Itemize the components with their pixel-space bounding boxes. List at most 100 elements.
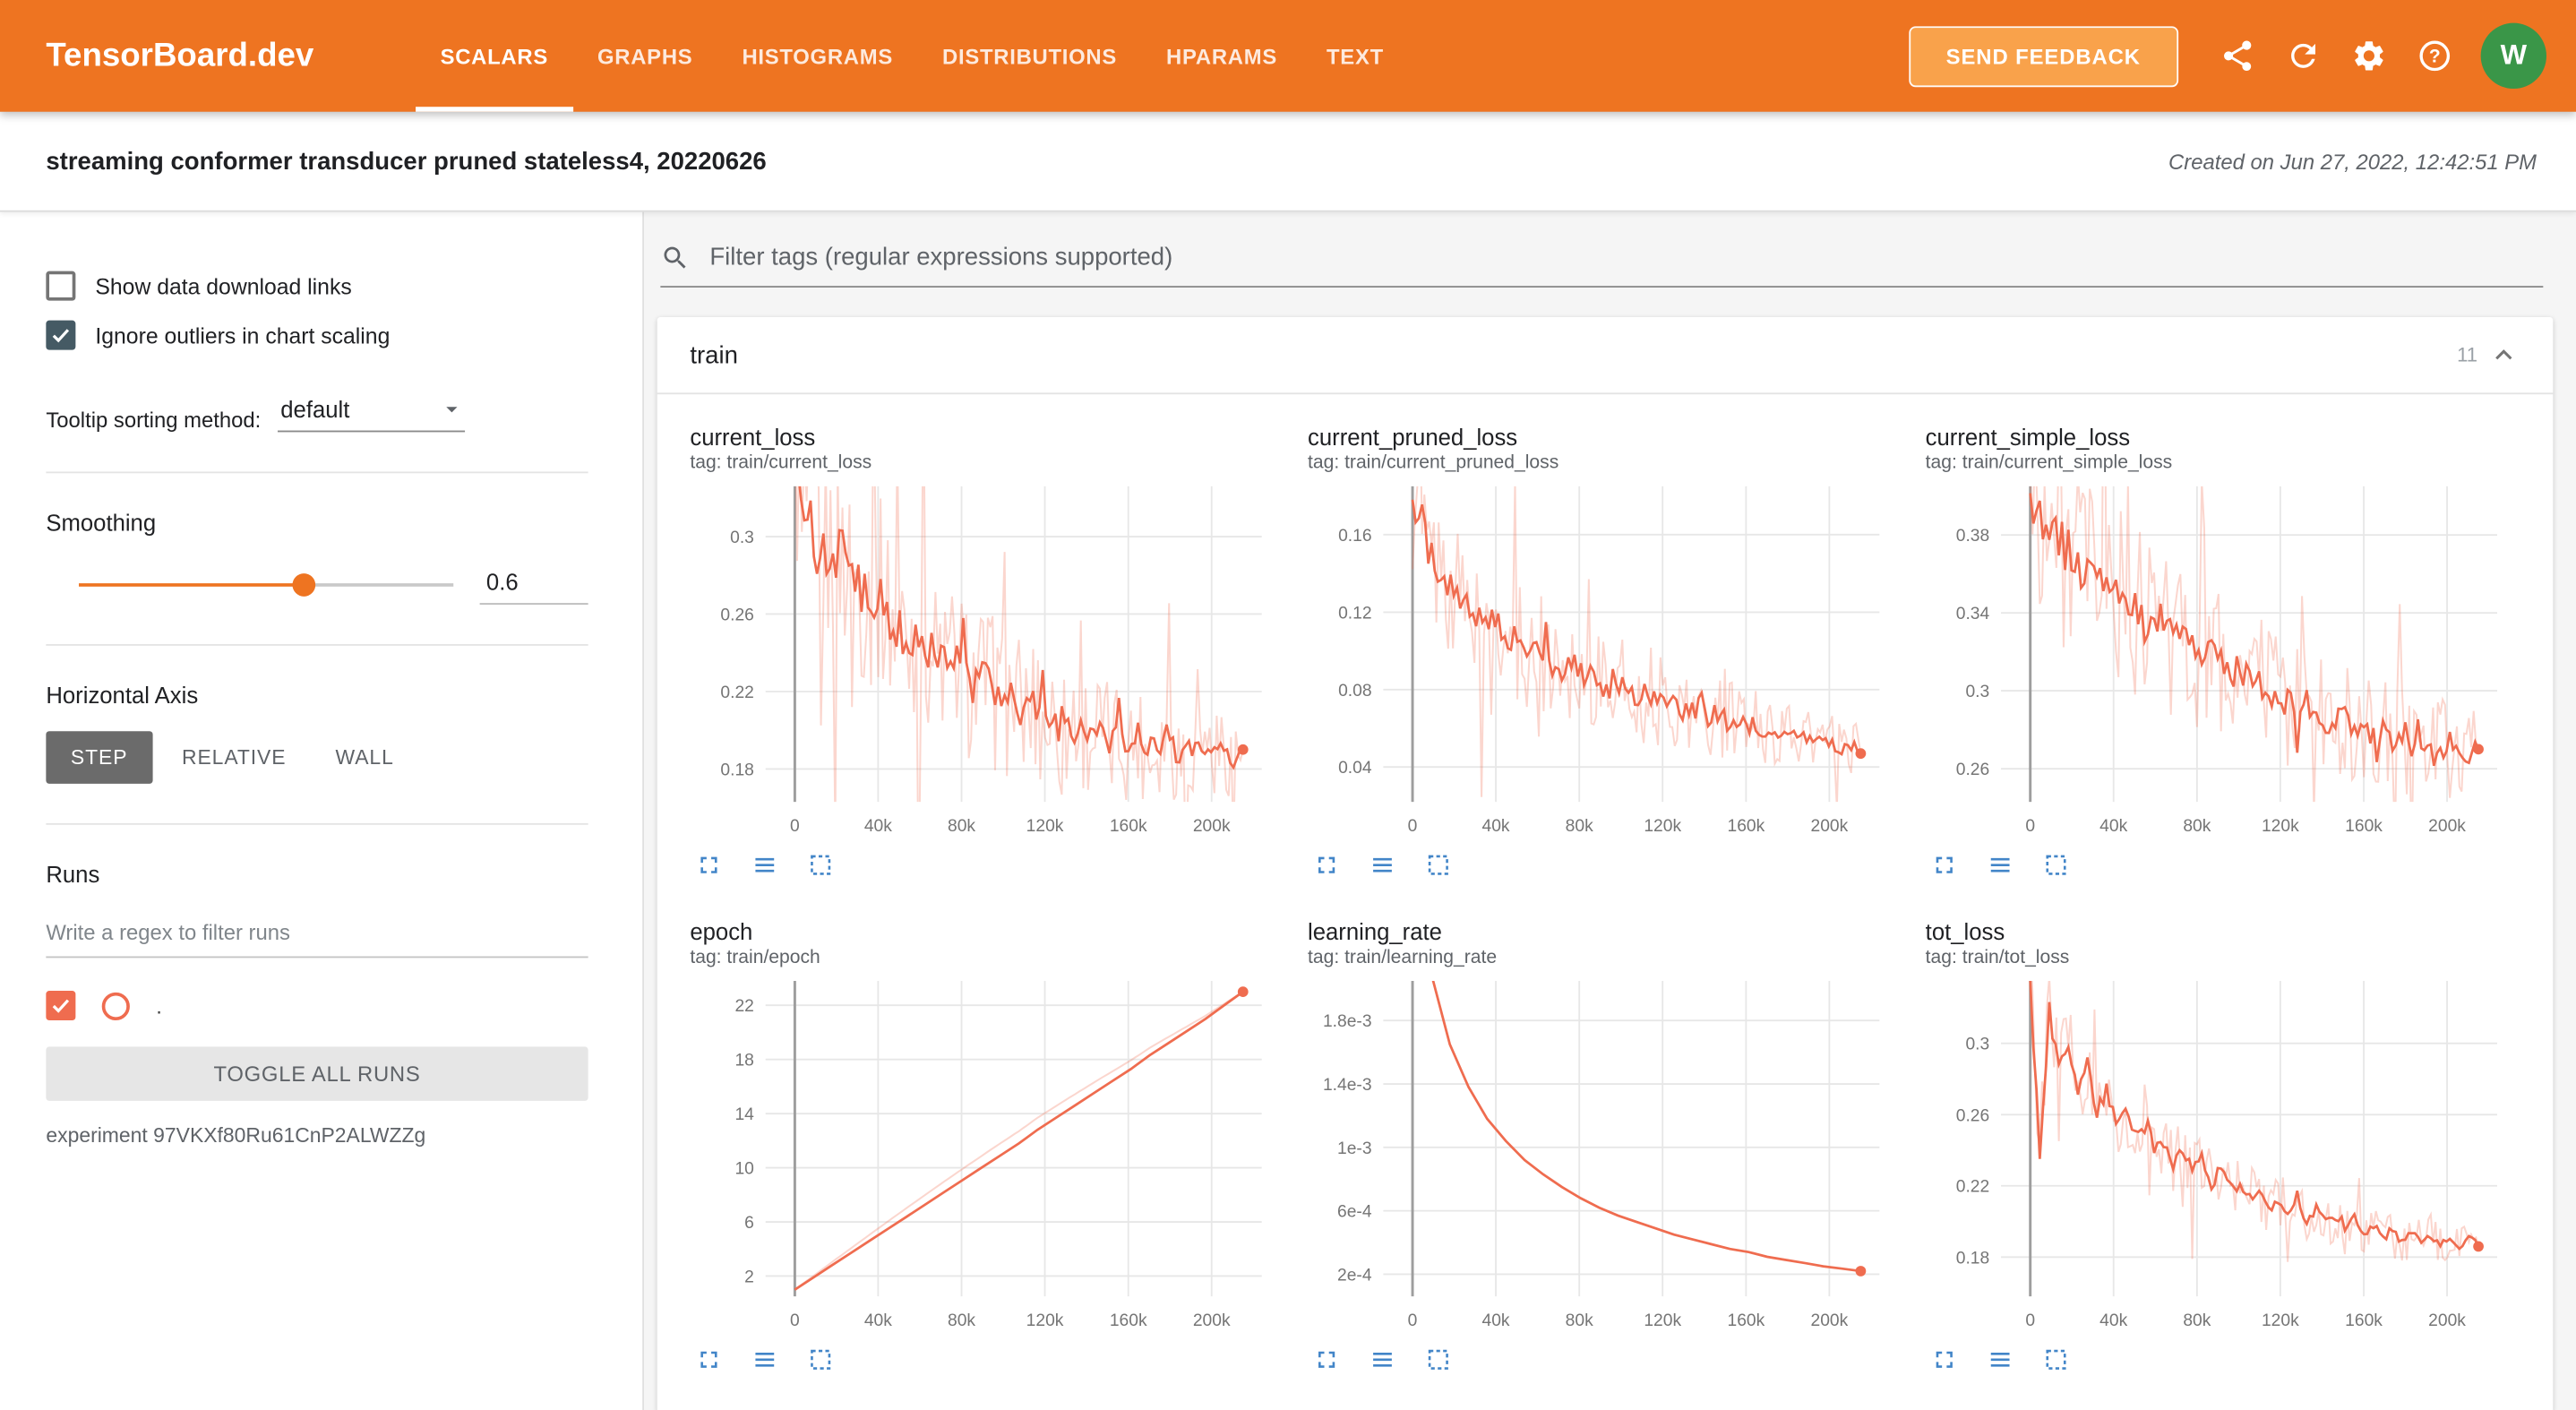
group-name: train — [690, 340, 738, 369]
train-card: train 11 current_loss tag: train/current_… — [657, 317, 2554, 1410]
svg-text:80k: 80k — [1566, 1311, 1593, 1330]
divider — [46, 822, 588, 825]
svg-text:40k: 40k — [2099, 817, 2127, 836]
axis-wall-button[interactable]: WALL — [335, 745, 394, 769]
experiment-id: experiment 97VKXf80Ru61CnP2ALWZZg — [46, 1123, 426, 1148]
tooltip-sorting-label: Tooltip sorting method: — [46, 407, 262, 433]
fit-domain-icon[interactable] — [2040, 1344, 2070, 1373]
axis-step-button[interactable]: STEP — [46, 731, 152, 784]
share-icon[interactable] — [2204, 23, 2270, 89]
horizontal-axis-label: Horizontal Axis — [46, 682, 199, 709]
svg-text:80k: 80k — [948, 1311, 975, 1330]
svg-text:120k: 120k — [1644, 817, 1681, 836]
view-data-icon[interactable] — [1367, 849, 1396, 879]
tab-text[interactable]: TEXT — [1327, 43, 1384, 69]
scalar-chart-learning_rate[interactable]: 2e-4 6e-4 1e-3 1.4e-3 1.8e-3 0 40k 80k 120k 160k 2… — [1308, 975, 1889, 1339]
svg-text:18: 18 — [734, 1052, 753, 1070]
scalar-chart-current_pruned_loss[interactable]: 0.04 0.08 0.12 0.16 0 40k 80k 120k 160k 200k — [1308, 480, 1889, 845]
settings-icon[interactable] — [2336, 23, 2401, 89]
divider — [46, 644, 588, 646]
run-row[interactable]: . — [46, 991, 588, 1021]
charts-grid: current_loss tag: train/current_loss 0.18 0… — [657, 394, 2554, 1410]
svg-text:200k: 200k — [1193, 1311, 1231, 1330]
expand-chart-icon[interactable] — [693, 1344, 723, 1373]
fit-domain-icon[interactable] — [805, 849, 835, 879]
view-data-icon[interactable] — [1985, 849, 2014, 879]
fit-domain-icon[interactable] — [805, 1344, 835, 1373]
avatar[interactable]: W — [2480, 22, 2547, 90]
tooltip-sorting-select[interactable]: default — [277, 392, 465, 433]
view-data-icon[interactable] — [1985, 1344, 2014, 1373]
chart-card-learning_rate: learning_rate tag: train/learning_rate 2e-… — [1308, 918, 1889, 1373]
expand-chart-icon[interactable] — [1928, 1344, 1958, 1373]
runs-filter-input[interactable] — [46, 913, 588, 959]
view-data-icon[interactable] — [1367, 1344, 1396, 1373]
tab-graphs[interactable]: GRAPHS — [597, 43, 693, 69]
svg-text:160k: 160k — [1110, 1311, 1147, 1330]
help-icon[interactable]: ? — [2402, 23, 2468, 89]
expand-chart-icon[interactable] — [1311, 849, 1341, 879]
svg-text:10: 10 — [734, 1160, 753, 1179]
svg-text:120k: 120k — [1026, 817, 1064, 836]
chart-toolbar — [1311, 1344, 1890, 1373]
svg-text:0: 0 — [1408, 1311, 1418, 1330]
svg-text:160k: 160k — [1728, 817, 1765, 836]
run-color-swatch — [101, 991, 130, 1020]
svg-text:80k: 80k — [948, 817, 975, 836]
scalar-chart-current_loss[interactable]: 0.18 0.22 0.26 0.3 0 40k 80k 120k 160k 200k — [690, 480, 1271, 845]
fit-domain-icon[interactable] — [1422, 849, 1452, 879]
scalar-chart-tot_loss[interactable]: 0.18 0.22 0.26 0.3 0 40k 80k 120k 160k 200k — [1926, 975, 2507, 1339]
chart-card-current_loss: current_loss tag: train/current_loss 0.18 0… — [690, 424, 1271, 879]
axis-relative-button[interactable]: RELATIVE — [181, 745, 287, 769]
chart-tag: tag: train/learning_rate — [1308, 948, 1498, 968]
brand-title: TensorBoard.dev — [46, 37, 314, 73]
expand-chart-icon[interactable] — [1928, 849, 1958, 879]
view-data-icon[interactable] — [749, 1344, 778, 1373]
expand-chart-icon[interactable] — [693, 849, 723, 879]
svg-text:0.18: 0.18 — [720, 761, 753, 779]
tab-histograms[interactable]: HISTOGRAMS — [742, 43, 894, 69]
tab-scalars[interactable]: SCALARS — [416, 0, 573, 112]
fit-domain-icon[interactable] — [2040, 849, 2070, 879]
view-data-icon[interactable] — [749, 849, 778, 879]
filter-tags-input[interactable] — [706, 241, 2544, 273]
svg-text:0.12: 0.12 — [1338, 604, 1371, 623]
svg-text:120k: 120k — [2262, 1311, 2299, 1330]
svg-text:0.26: 0.26 — [1956, 761, 1989, 779]
svg-text:6e-4: 6e-4 — [1337, 1203, 1372, 1222]
run-group-header[interactable]: train 11 — [657, 317, 2554, 395]
svg-text:0.22: 0.22 — [1956, 1178, 1989, 1197]
svg-text:2e-4: 2e-4 — [1337, 1266, 1372, 1285]
slider-thumb[interactable] — [292, 573, 315, 597]
tooltip-sorting-row: Tooltip sorting method: default — [46, 392, 588, 433]
svg-text:22: 22 — [734, 997, 753, 1016]
run-name: . — [156, 993, 162, 1019]
chevron-down-icon — [445, 407, 458, 413]
tab-hparams[interactable]: HPARAMS — [1166, 43, 1277, 69]
tab-distributions[interactable]: DISTRIBUTIONS — [942, 43, 1118, 69]
svg-text:200k: 200k — [1811, 1311, 1849, 1330]
show-download-links-checkbox[interactable]: Show data download links — [46, 271, 588, 301]
chart-toolbar — [693, 849, 1272, 879]
svg-text:0.3: 0.3 — [730, 529, 754, 547]
ignore-outliers-checkbox[interactable]: Ignore outliers in chart scaling — [46, 320, 588, 350]
scalar-chart-epoch[interactable]: 2 6 10 14 18 22 0 40k 80k 120k 160k 200k — [690, 975, 1271, 1339]
run-checkbox[interactable] — [46, 991, 76, 1021]
chart-card-current_simple_loss: current_simple_loss tag: train/current_si… — [1926, 424, 2507, 879]
refresh-icon[interactable] — [2271, 23, 2336, 89]
svg-text:0: 0 — [790, 1311, 800, 1330]
smoothing-value[interactable]: 0.6 — [479, 565, 588, 605]
chevron-up-icon[interactable] — [2487, 339, 2520, 372]
checkbox-label: Ignore outliers in chart scaling — [95, 322, 391, 348]
toggle-all-runs-button[interactable]: TOGGLE ALL RUNS — [46, 1046, 588, 1101]
checkbox-checked-icon — [46, 320, 76, 350]
fit-domain-icon[interactable] — [1422, 1344, 1452, 1373]
expand-chart-icon[interactable] — [1311, 1344, 1341, 1373]
send-feedback-button[interactable]: SEND FEEDBACK — [1908, 25, 2179, 87]
smoothing-slider[interactable] — [79, 573, 454, 597]
svg-text:0: 0 — [1408, 817, 1418, 836]
chart-card-epoch: epoch tag: train/epoch 2 6 10 14 18 22 0 40k 80k 12… — [690, 918, 1271, 1373]
chart-tag: tag: train/current_loss — [690, 453, 872, 474]
svg-text:0: 0 — [2025, 817, 2035, 836]
scalar-chart-current_simple_loss[interactable]: 0.26 0.3 0.34 0.38 0 40k 80k 120k 160k 200k — [1926, 480, 2507, 845]
